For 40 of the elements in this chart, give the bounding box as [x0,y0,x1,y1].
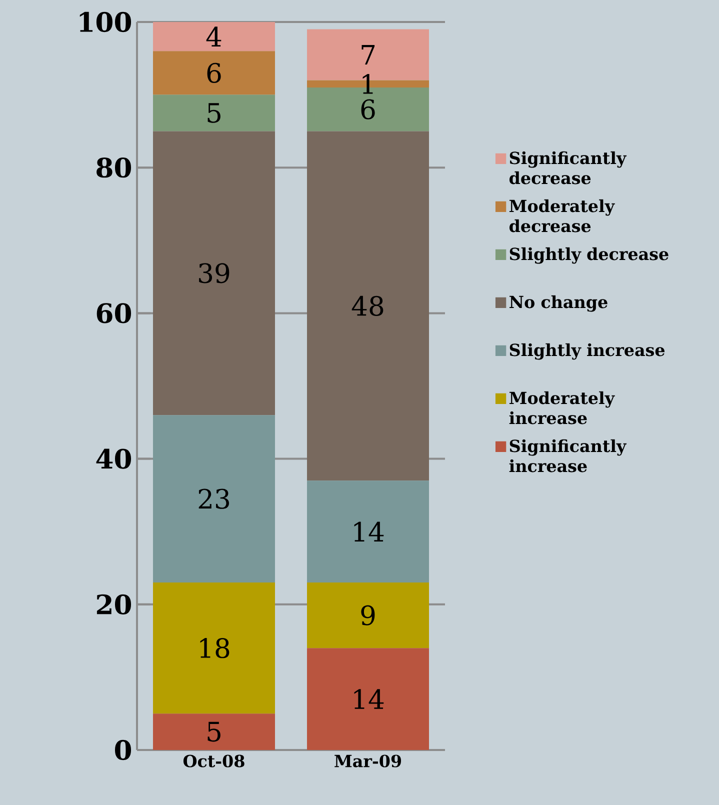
data-label: 14 [354,522,384,542]
data-label: 9 [361,605,375,626]
data-label: 23 [198,488,229,509]
legend-label: No change [510,295,608,312]
bar [152,22,275,52]
legend-label: Moderately decrease [509,199,615,232]
bar [152,51,275,95]
legend-label: Slightly decrease [510,247,668,264]
data-label: 48 [352,296,384,316]
y-tick-label: 20 [96,594,132,614]
data-label: 14 [354,689,384,709]
y-tick-label: 40 [96,448,132,469]
y-tick-label: 80 [96,158,132,178]
data-label: 6 [361,99,375,120]
bar [152,94,275,132]
legend-label: Significantly increase [509,439,627,472]
bar [152,131,275,416]
data-label: 5 [208,103,220,123]
legend-label: Slightly increase [510,343,665,360]
bar [152,714,275,750]
data-label: 18 [200,638,230,658]
x-tick-label: Mar-09 [334,754,402,768]
bar [307,648,429,750]
y-tick-label: 100 [80,12,132,32]
bar [152,582,275,714]
legend-label: Significantly decrease [509,151,627,184]
bar [307,480,429,583]
data-label: 39 [199,263,230,284]
x-tick-label: Oct-08 [183,754,244,768]
data-label: 6 [207,62,221,84]
y-tick-label: 0 [114,740,132,760]
data-label: 4 [206,26,222,46]
y-tick-label: 60 [96,303,132,324]
data-label: 7 [362,45,375,64]
data-label: 5 [208,722,220,742]
data-label: 1 [362,74,373,94]
bar [152,415,275,583]
legend-label: Moderately increase [509,391,615,424]
bar [307,131,429,481]
bar [307,582,429,648]
